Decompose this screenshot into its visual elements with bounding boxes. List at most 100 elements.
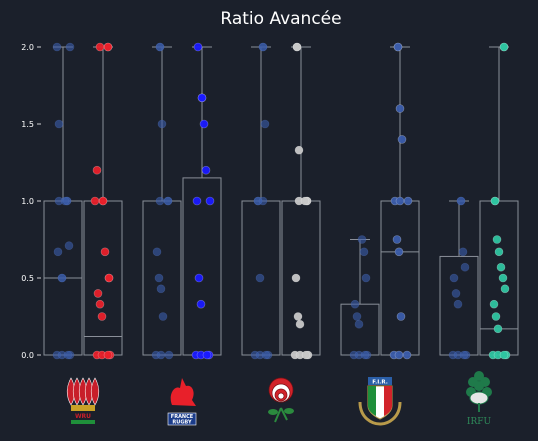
box-right bbox=[480, 43, 518, 359]
data-point bbox=[193, 197, 201, 205]
shamrock-leaf bbox=[474, 371, 484, 381]
data-point bbox=[54, 248, 62, 256]
data-point bbox=[203, 351, 211, 359]
data-point bbox=[156, 43, 164, 51]
box-rect bbox=[341, 304, 379, 355]
data-point bbox=[58, 274, 66, 282]
data-point bbox=[153, 248, 161, 256]
y-tick-label: 0.0 bbox=[21, 351, 34, 360]
data-point bbox=[64, 351, 72, 359]
data-point bbox=[157, 351, 165, 359]
data-point bbox=[396, 197, 404, 205]
shield-green bbox=[368, 386, 376, 416]
box-right bbox=[282, 43, 320, 359]
data-point bbox=[155, 274, 163, 282]
data-point bbox=[395, 248, 403, 256]
data-point bbox=[105, 274, 113, 282]
team-group bbox=[440, 43, 518, 359]
rugby-ball bbox=[470, 392, 488, 404]
data-point bbox=[492, 313, 500, 321]
data-point bbox=[98, 313, 106, 321]
data-point bbox=[165, 351, 173, 359]
data-point bbox=[500, 351, 508, 359]
data-point bbox=[104, 351, 112, 359]
shield-red bbox=[384, 386, 392, 416]
data-point bbox=[494, 325, 502, 333]
y-tick-label: 1.5 bbox=[21, 120, 34, 129]
shamrock-leaf bbox=[474, 381, 484, 391]
box-left bbox=[143, 43, 181, 359]
data-point bbox=[491, 197, 499, 205]
rose-leaf bbox=[284, 408, 294, 414]
data-point bbox=[91, 197, 99, 205]
data-point bbox=[499, 274, 507, 282]
data-point bbox=[461, 263, 469, 271]
data-point bbox=[295, 146, 303, 154]
data-point bbox=[198, 94, 206, 102]
data-point bbox=[101, 248, 109, 256]
data-point bbox=[493, 236, 501, 244]
data-point bbox=[53, 43, 61, 51]
data-point bbox=[452, 289, 460, 297]
box-right bbox=[381, 43, 419, 359]
data-point bbox=[497, 263, 505, 271]
logo-underline bbox=[71, 420, 95, 424]
logo-label: RUGBY bbox=[172, 420, 192, 426]
data-point bbox=[457, 197, 465, 205]
data-point bbox=[200, 120, 208, 128]
data-point bbox=[259, 43, 267, 51]
data-point bbox=[454, 300, 462, 308]
data-point bbox=[206, 197, 214, 205]
data-point bbox=[293, 43, 301, 51]
crown-band bbox=[71, 405, 95, 411]
data-point bbox=[351, 300, 359, 308]
box-groups bbox=[44, 43, 518, 359]
data-point bbox=[358, 236, 366, 244]
data-point bbox=[501, 285, 509, 293]
england-rose-icon bbox=[268, 378, 294, 422]
data-point bbox=[104, 43, 112, 51]
data-point bbox=[459, 248, 467, 256]
data-point bbox=[99, 197, 107, 205]
data-point bbox=[159, 313, 167, 321]
logo-label: IRFU bbox=[467, 417, 492, 427]
y-axis: 0.0 0.5 1.0 1.5 2.0 bbox=[21, 43, 41, 360]
y-tick-label: 0.5 bbox=[21, 274, 34, 283]
data-point bbox=[197, 300, 205, 308]
data-point bbox=[460, 351, 468, 359]
data-point bbox=[395, 351, 403, 359]
box-left bbox=[440, 197, 478, 359]
box-rect bbox=[381, 201, 419, 355]
logo-label: WRU bbox=[75, 413, 91, 420]
team-group bbox=[143, 43, 221, 359]
ireland-irfu-logo-icon: IRFU bbox=[466, 371, 492, 427]
data-point bbox=[66, 43, 74, 51]
data-point bbox=[302, 351, 310, 359]
box-left bbox=[242, 43, 280, 359]
data-point bbox=[194, 43, 202, 51]
rooster-shape bbox=[171, 378, 196, 406]
y-tick-label: 1.0 bbox=[21, 197, 34, 206]
data-point bbox=[490, 300, 498, 308]
feather-shape bbox=[91, 378, 99, 405]
y-tick-label: 2.0 bbox=[21, 43, 34, 52]
data-point bbox=[158, 120, 166, 128]
italy-fir-logo-icon: F.I.R. bbox=[360, 377, 400, 424]
logo-label: F.I.R. bbox=[372, 380, 388, 386]
data-point bbox=[450, 274, 458, 282]
data-point bbox=[296, 320, 304, 328]
box-right bbox=[183, 43, 221, 359]
rose-petal bbox=[278, 393, 284, 399]
data-point bbox=[500, 43, 508, 51]
data-point bbox=[261, 120, 269, 128]
data-point bbox=[294, 313, 302, 321]
data-point bbox=[164, 197, 172, 205]
data-point bbox=[361, 351, 369, 359]
box-left bbox=[44, 43, 82, 359]
data-point bbox=[65, 242, 73, 250]
team-group bbox=[44, 43, 122, 359]
data-point bbox=[195, 274, 203, 282]
chart-title: Ratio Avancée bbox=[220, 9, 341, 29]
